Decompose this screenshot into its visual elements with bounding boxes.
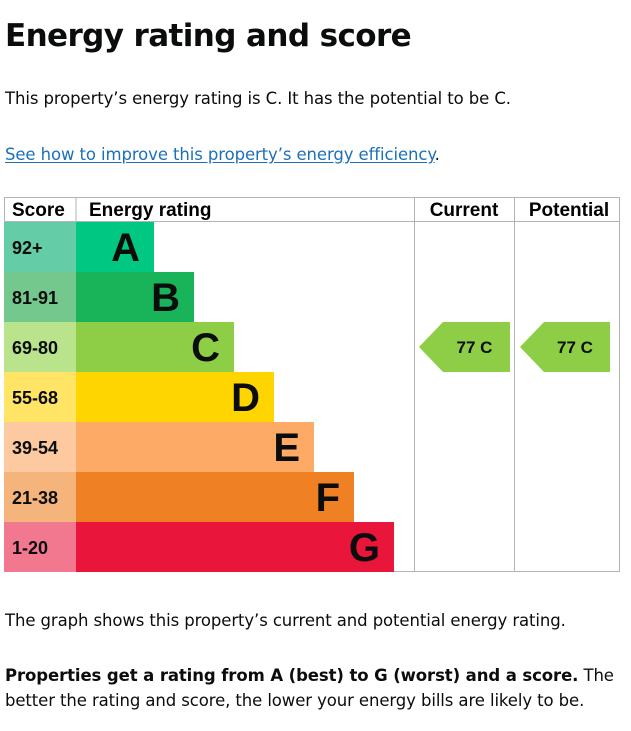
rating-summary: This property’s energy rating is C. It h… [5, 89, 511, 108]
header-energy-rating: Energy rating [89, 200, 211, 221]
improve-paragraph: See how to improve this property’s energ… [5, 142, 440, 167]
rating-letter-f: F [316, 476, 340, 520]
rating-bar-b [76, 272, 194, 322]
header-potential: Potential [529, 200, 609, 221]
rating-letter-d: D [231, 376, 260, 420]
rating-bands: 92+ A 81-91 B 69-80 C 55-68 D 39-54 E 21-38 F 1-20 G [4, 222, 394, 572]
rating-explanation-bold: Properties get a rating from A (best) to… [5, 666, 579, 685]
improve-efficiency-link[interactable]: See how to improve this property’s energ… [5, 145, 435, 164]
current-arrow [419, 322, 510, 372]
score-cell-g [4, 522, 76, 572]
rating-arrows: 77 C 77 C [419, 322, 610, 372]
rating-letter-e: E [273, 426, 300, 470]
score-range-f: 21-38 [12, 488, 58, 508]
score-range-a: 92+ [12, 238, 43, 258]
page-title: Energy rating and score [5, 18, 412, 54]
score-cell-a [4, 222, 76, 272]
rating-bar-a [76, 222, 154, 272]
score-cell-d [4, 372, 76, 422]
score-range-e: 39-54 [12, 438, 58, 458]
rating-bar-g [76, 522, 394, 572]
score-cell-f [4, 472, 76, 522]
rating-letter-c: C [191, 326, 220, 370]
graph-note: The graph shows this property’s current … [5, 611, 566, 630]
rating-bar-c [76, 322, 234, 372]
potential-arrow [520, 322, 610, 372]
rating-letter-a: A [111, 226, 140, 270]
current-score-label: 77 C [457, 338, 493, 357]
rating-bar-f [76, 472, 354, 522]
rating-bar-d [76, 372, 274, 422]
score-range-b: 81-91 [12, 288, 58, 308]
rating-bar-e [76, 422, 314, 472]
energy-rating-chart: Score Energy rating Current Potential 92… [4, 197, 620, 572]
score-range-c: 69-80 [12, 338, 58, 358]
rating-letter-b: B [151, 276, 180, 320]
potential-score-label: 77 C [557, 338, 593, 357]
rating-letter-g: G [349, 526, 380, 570]
header-score: Score [12, 200, 65, 221]
header-current: Current [430, 200, 499, 221]
rating-explanation-text: The better the rating and score, the low… [5, 666, 614, 710]
score-cell-e [4, 422, 76, 472]
score-range-g: 1-20 [12, 538, 48, 558]
score-cell-c [4, 322, 76, 372]
rating-explanation: Properties get a rating from A (best) to… [5, 663, 625, 713]
score-range-d: 55-68 [12, 388, 58, 408]
chart-header-row [4, 197, 620, 222]
score-cell-b [4, 272, 76, 322]
link-suffix: . [434, 145, 440, 164]
